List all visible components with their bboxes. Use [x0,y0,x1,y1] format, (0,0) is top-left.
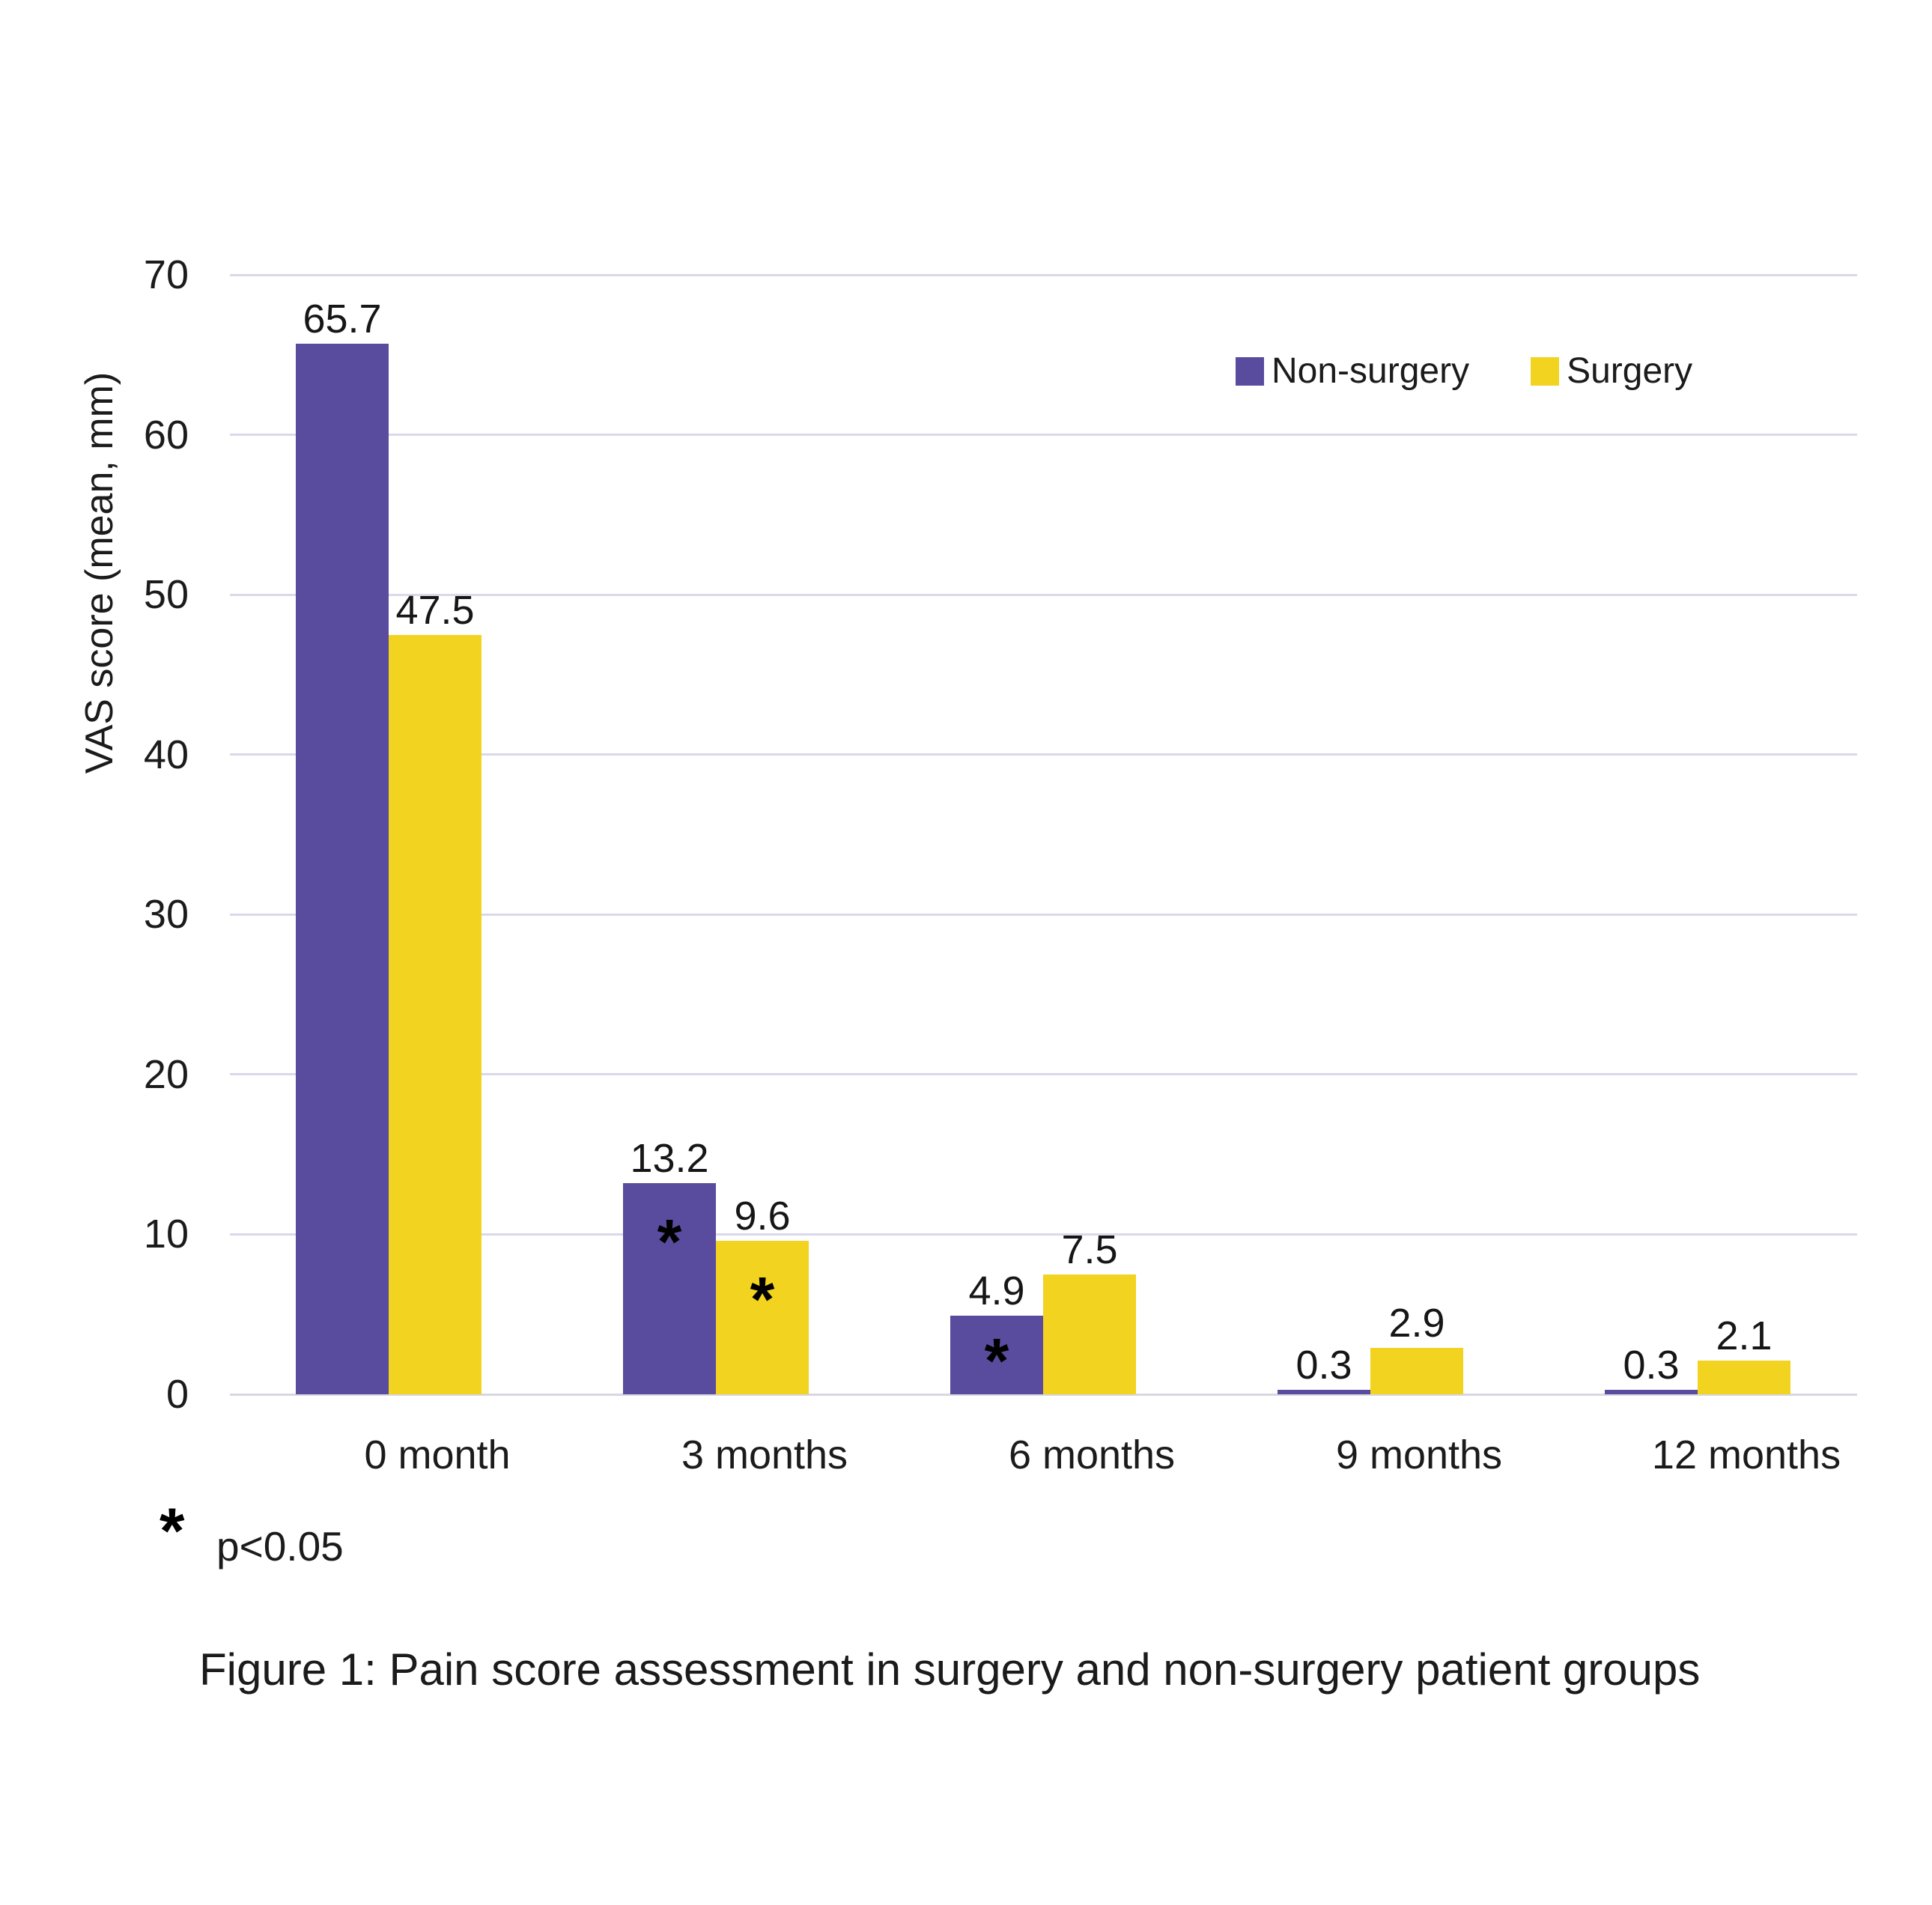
gridline [230,273,1857,276]
y-tick-label: 20 [143,1051,189,1097]
value-label: 0.3 [1295,1343,1352,1388]
bar-non-surgery-12-months [1605,1390,1698,1394]
value-label: 13.2 [630,1136,709,1181]
legend-swatch-surgery [1531,357,1560,386]
gridline [230,434,1857,437]
x-axis-label-9-months: 9 months [1335,1432,1503,1477]
bar-surgery-0-month [389,635,482,1394]
bar-surgery-9-months [1370,1348,1463,1394]
legend-swatch-non-surgery [1236,357,1264,386]
y-tick-label: 10 [143,1212,189,1257]
gridline [230,593,1857,596]
value-label: 2.1 [1716,1313,1772,1358]
bar-surgery-12-months [1698,1361,1790,1394]
bar-non-surgery-6-months: * [950,1316,1043,1394]
x-axis-baseline [230,1393,1857,1396]
gridline [230,1073,1857,1076]
significance-asterisk-symbol: * [160,1495,185,1567]
value-label: 7.5 [1061,1227,1118,1272]
y-tick-label: 0 [165,1372,189,1417]
value-label: 4.9 [968,1269,1025,1313]
y-tick-label: 50 [143,572,189,618]
gridline [230,1233,1857,1236]
gridline [230,913,1857,916]
value-label: 47.5 [395,588,475,633]
footnote-text: p<0.05 [216,1523,344,1570]
value-label: 2.9 [1388,1301,1445,1346]
x-axis-label-12-months: 12 months [1651,1432,1841,1477]
bar-non-surgery-0-month [296,344,389,1394]
significance-asterisk: * [750,1264,775,1334]
bar-non-surgery-9-months [1278,1390,1370,1394]
x-axis-label-6-months: 6 months [1008,1432,1176,1477]
gridline [230,753,1857,756]
bar-surgery-6-months [1043,1274,1136,1394]
legend: Non-surgery Surgery [1236,350,1692,392]
legend-item-non-surgery: Non-surgery [1236,350,1469,392]
value-label: 65.7 [303,297,382,341]
significance-asterisk: * [657,1206,682,1277]
legend-label: Non-surgery [1272,351,1470,391]
legend-item-surgery: Surgery [1531,350,1692,392]
x-axis-label-3-months: 3 months [681,1432,848,1477]
plot-area: 65.7 47.5 * 13.2 * 9.6 * 4.9 7.5 0.3 2.9 0.3 2.1 [230,273,1857,1396]
significance-asterisk: * [984,1325,1009,1396]
legend-label: Surgery [1567,351,1693,391]
y-tick-label: 70 [143,252,189,297]
x-axis-label-0-month: 0 month [364,1432,511,1477]
y-tick-label: 60 [143,412,189,458]
value-label: 9.6 [734,1194,791,1239]
value-label: 0.3 [1623,1343,1680,1388]
y-tick-label: 30 [143,892,189,938]
y-tick-label: 40 [143,732,189,777]
figure-caption: Figure 1: Pain score assessment in surge… [199,1644,1701,1695]
bar-surgery-3-months: * [716,1241,809,1394]
bar-non-surgery-3-months: * [623,1183,716,1394]
